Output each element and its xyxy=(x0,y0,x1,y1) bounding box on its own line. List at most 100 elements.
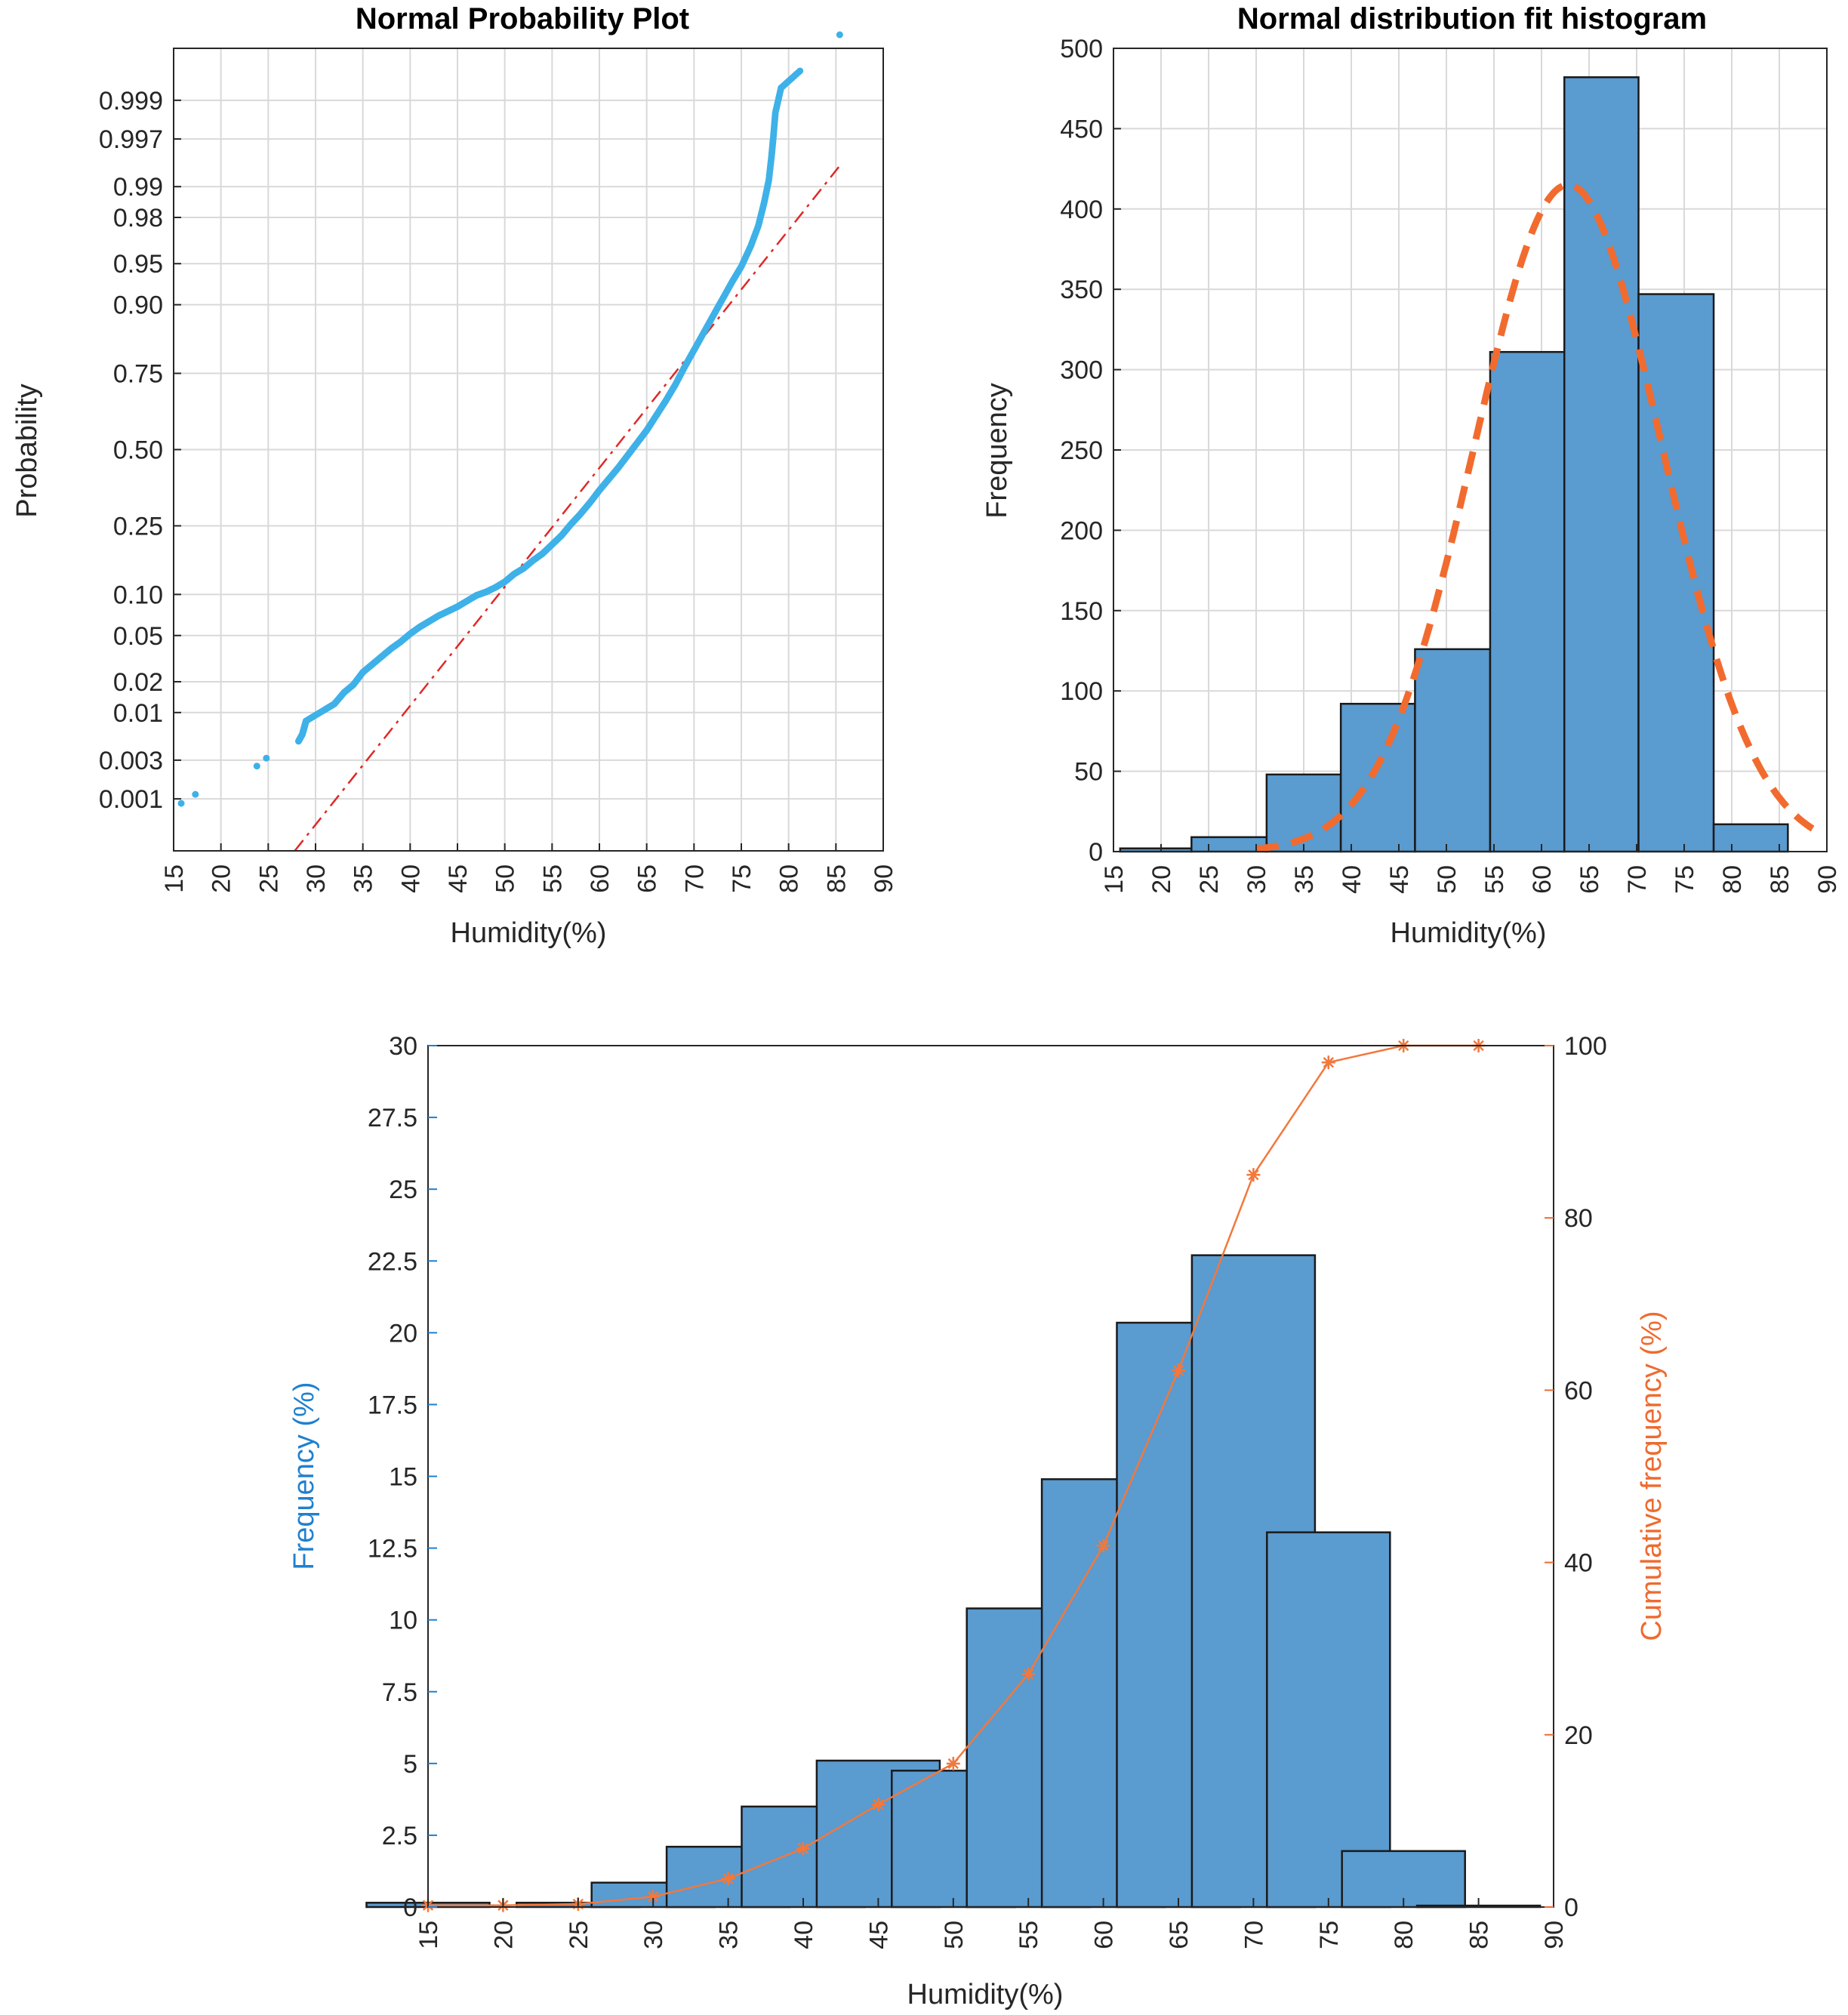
cumhist-right-y-tick-label: 40 xyxy=(1564,1549,1593,1578)
probplot-x-tick-label: 55 xyxy=(538,864,567,893)
cumhist-left-y-tick-label: 12.5 xyxy=(368,1535,417,1564)
cumhist-x-tick-label: 85 xyxy=(1465,1921,1494,1949)
probplot-title: Normal Probability Plot xyxy=(356,2,689,35)
cumhist-marker-stroke xyxy=(1323,1057,1334,1068)
fithist-x-tick-label: 65 xyxy=(1575,865,1604,894)
probplot-y-tick-label: 0.997 xyxy=(99,125,163,154)
fithist-x-tick-label: 60 xyxy=(1528,865,1557,894)
fithist-x-tick-label: 90 xyxy=(1813,865,1842,894)
fithist-x-tick-label: 70 xyxy=(1623,865,1652,894)
probplot-y-tick-label: 0.75 xyxy=(113,360,163,389)
probplot-data-point xyxy=(263,754,270,762)
fithist-bar xyxy=(1339,702,1416,853)
probplot-y-tick-label: 0.001 xyxy=(99,785,163,814)
cumhist-marker-stroke xyxy=(722,1873,734,1884)
probplot-x-tick-label: 30 xyxy=(302,864,331,893)
cumhist-left-y-tick-label: 2.5 xyxy=(382,1822,417,1850)
cumhist-cumulative-marker xyxy=(1021,1667,1036,1681)
cumhist-left-y-tick-label: 30 xyxy=(389,1032,417,1061)
cumhist-marker-stroke xyxy=(1098,1540,1109,1551)
fithist-y-tick-label: 300 xyxy=(1060,356,1103,385)
cumhist-left-y-tick-label: 15 xyxy=(389,1463,417,1492)
fithist-y-tick-label: 250 xyxy=(1060,436,1103,465)
probplot-data-point xyxy=(796,67,804,75)
cumhist-marker-stroke xyxy=(1248,1169,1259,1181)
cumhist-right-y-tick-label: 0 xyxy=(1564,1893,1578,1922)
probplot-y-tick-label: 0.98 xyxy=(113,204,163,233)
cumhist-x-tick-label: 60 xyxy=(1090,1921,1119,1949)
fithist-bar xyxy=(1489,350,1566,853)
fithist-bar xyxy=(1637,293,1715,853)
probplot-x-tick-label: 65 xyxy=(633,864,662,893)
fithist-x-tick-label: 40 xyxy=(1338,865,1366,894)
fithist-y-tick-label: 50 xyxy=(1074,758,1103,787)
cumhist-x-tick-label: 75 xyxy=(1315,1921,1344,1949)
cumhist-x-tick-label: 30 xyxy=(639,1921,668,1949)
cumhist-cumulative-marker xyxy=(871,1798,886,1812)
fithist-x-tick-label: 45 xyxy=(1385,865,1414,894)
cumhist-marker-stroke xyxy=(797,1843,809,1854)
fithist-y-tick-label: 100 xyxy=(1060,677,1103,706)
cumhist-x-tick-label: 40 xyxy=(790,1921,818,1949)
fithist-y-tick-label: 0 xyxy=(1089,838,1103,867)
probplot-x-ticks: 15 20 25 30 35 40 45 50 55 60 65 70 75 80 85 90 xyxy=(160,843,898,893)
cumhist-x-tick-label: 15 xyxy=(414,1921,443,1949)
probplot-data-point xyxy=(177,800,185,807)
cumhist-bars xyxy=(365,1254,1542,1909)
fithist-bar xyxy=(1190,836,1268,853)
probplot-x-tick-label: 80 xyxy=(775,864,804,893)
probplot-ylabel: Probability xyxy=(11,384,43,517)
cumhist-left-y-tick-label: 17.5 xyxy=(368,1391,417,1419)
fithist-x-tick-label: 85 xyxy=(1766,865,1794,894)
fithist-x-tick-label: 20 xyxy=(1147,865,1176,894)
probplot-y-tick-label: 0.02 xyxy=(113,668,163,697)
cumhist-x-tick-label: 80 xyxy=(1390,1921,1418,1949)
cumulative-frequency-histogram: 15 20 25 30 35 40 45 50 55 60 65 70 75 80 85 90 0 2.5 5 7.… xyxy=(288,1032,1668,2010)
probplot-data-point xyxy=(192,790,199,798)
cumhist-x-tick-label: 65 xyxy=(1165,1921,1194,1949)
fithist-title: Normal distribution fit histogram xyxy=(1237,2,1707,35)
fithist-ylabel: Frequency xyxy=(981,383,1013,519)
cumhist-right-ylabel: Cumulative frequency (%) xyxy=(1636,1311,1668,1641)
cumhist-left-y-tick-label: 5 xyxy=(403,1750,417,1779)
probplot-data-point xyxy=(253,763,260,770)
cumhist-x-tick-label: 70 xyxy=(1240,1921,1268,1949)
cumhist-right-y-tick-label: 20 xyxy=(1564,1721,1593,1750)
probplot-points xyxy=(177,31,843,807)
cumhist-x-tick-label: 50 xyxy=(940,1921,969,1949)
probplot-x-tick-label: 20 xyxy=(208,864,236,893)
probplot-y-tick-label: 0.95 xyxy=(113,250,163,279)
cumhist-cumulative-marker xyxy=(1172,1363,1185,1378)
fithist-y-tick-label: 200 xyxy=(1060,516,1103,545)
cumhist-x-tick-label: 25 xyxy=(565,1921,593,1949)
probplot-grid xyxy=(173,48,884,851)
fithist-y-tick-label: 500 xyxy=(1060,35,1103,63)
probplot-x-tick-label: 85 xyxy=(822,864,851,893)
fithist-bar xyxy=(1414,648,1492,853)
cumhist-cumulative-marker xyxy=(721,1872,735,1886)
fithist-bar xyxy=(1563,76,1640,853)
fithist-y-tick-label: 400 xyxy=(1060,196,1103,224)
cumhist-left-y-tick-label: 22.5 xyxy=(368,1247,417,1276)
cumhist-x-tick-label: 45 xyxy=(864,1921,893,1949)
probplot-x-tick-label: 90 xyxy=(870,864,898,893)
cumhist-right-y-tick-label: 100 xyxy=(1564,1032,1607,1061)
probplot-y-tick-label: 0.25 xyxy=(113,512,163,541)
cumhist-left-y-tick-label: 25 xyxy=(389,1175,417,1204)
fithist-bars xyxy=(1119,76,1789,853)
probplot-x-tick-label: 35 xyxy=(350,864,378,893)
cumhist-x-tick-label: 35 xyxy=(715,1921,744,1949)
cumhist-cumulative-marker xyxy=(796,1841,810,1856)
probplot-y-tick-label: 0.05 xyxy=(113,622,163,651)
cumhist-marker-stroke xyxy=(1172,1364,1184,1376)
cumhist-x-tick-label: 20 xyxy=(489,1921,518,1949)
fithist-xlabel: Humidity(%) xyxy=(1391,917,1547,949)
cumhist-cumulative-marker xyxy=(1246,1168,1261,1182)
cumhist-right-y-tick-label: 80 xyxy=(1564,1204,1593,1233)
cumhist-bar xyxy=(1341,1850,1466,1909)
probplot-x-tick-label: 60 xyxy=(586,864,614,893)
cumhist-left-y-tick-label: 20 xyxy=(389,1319,417,1348)
probplot-y-tick-label: 0.90 xyxy=(113,291,163,320)
probplot-data-point xyxy=(836,31,843,39)
